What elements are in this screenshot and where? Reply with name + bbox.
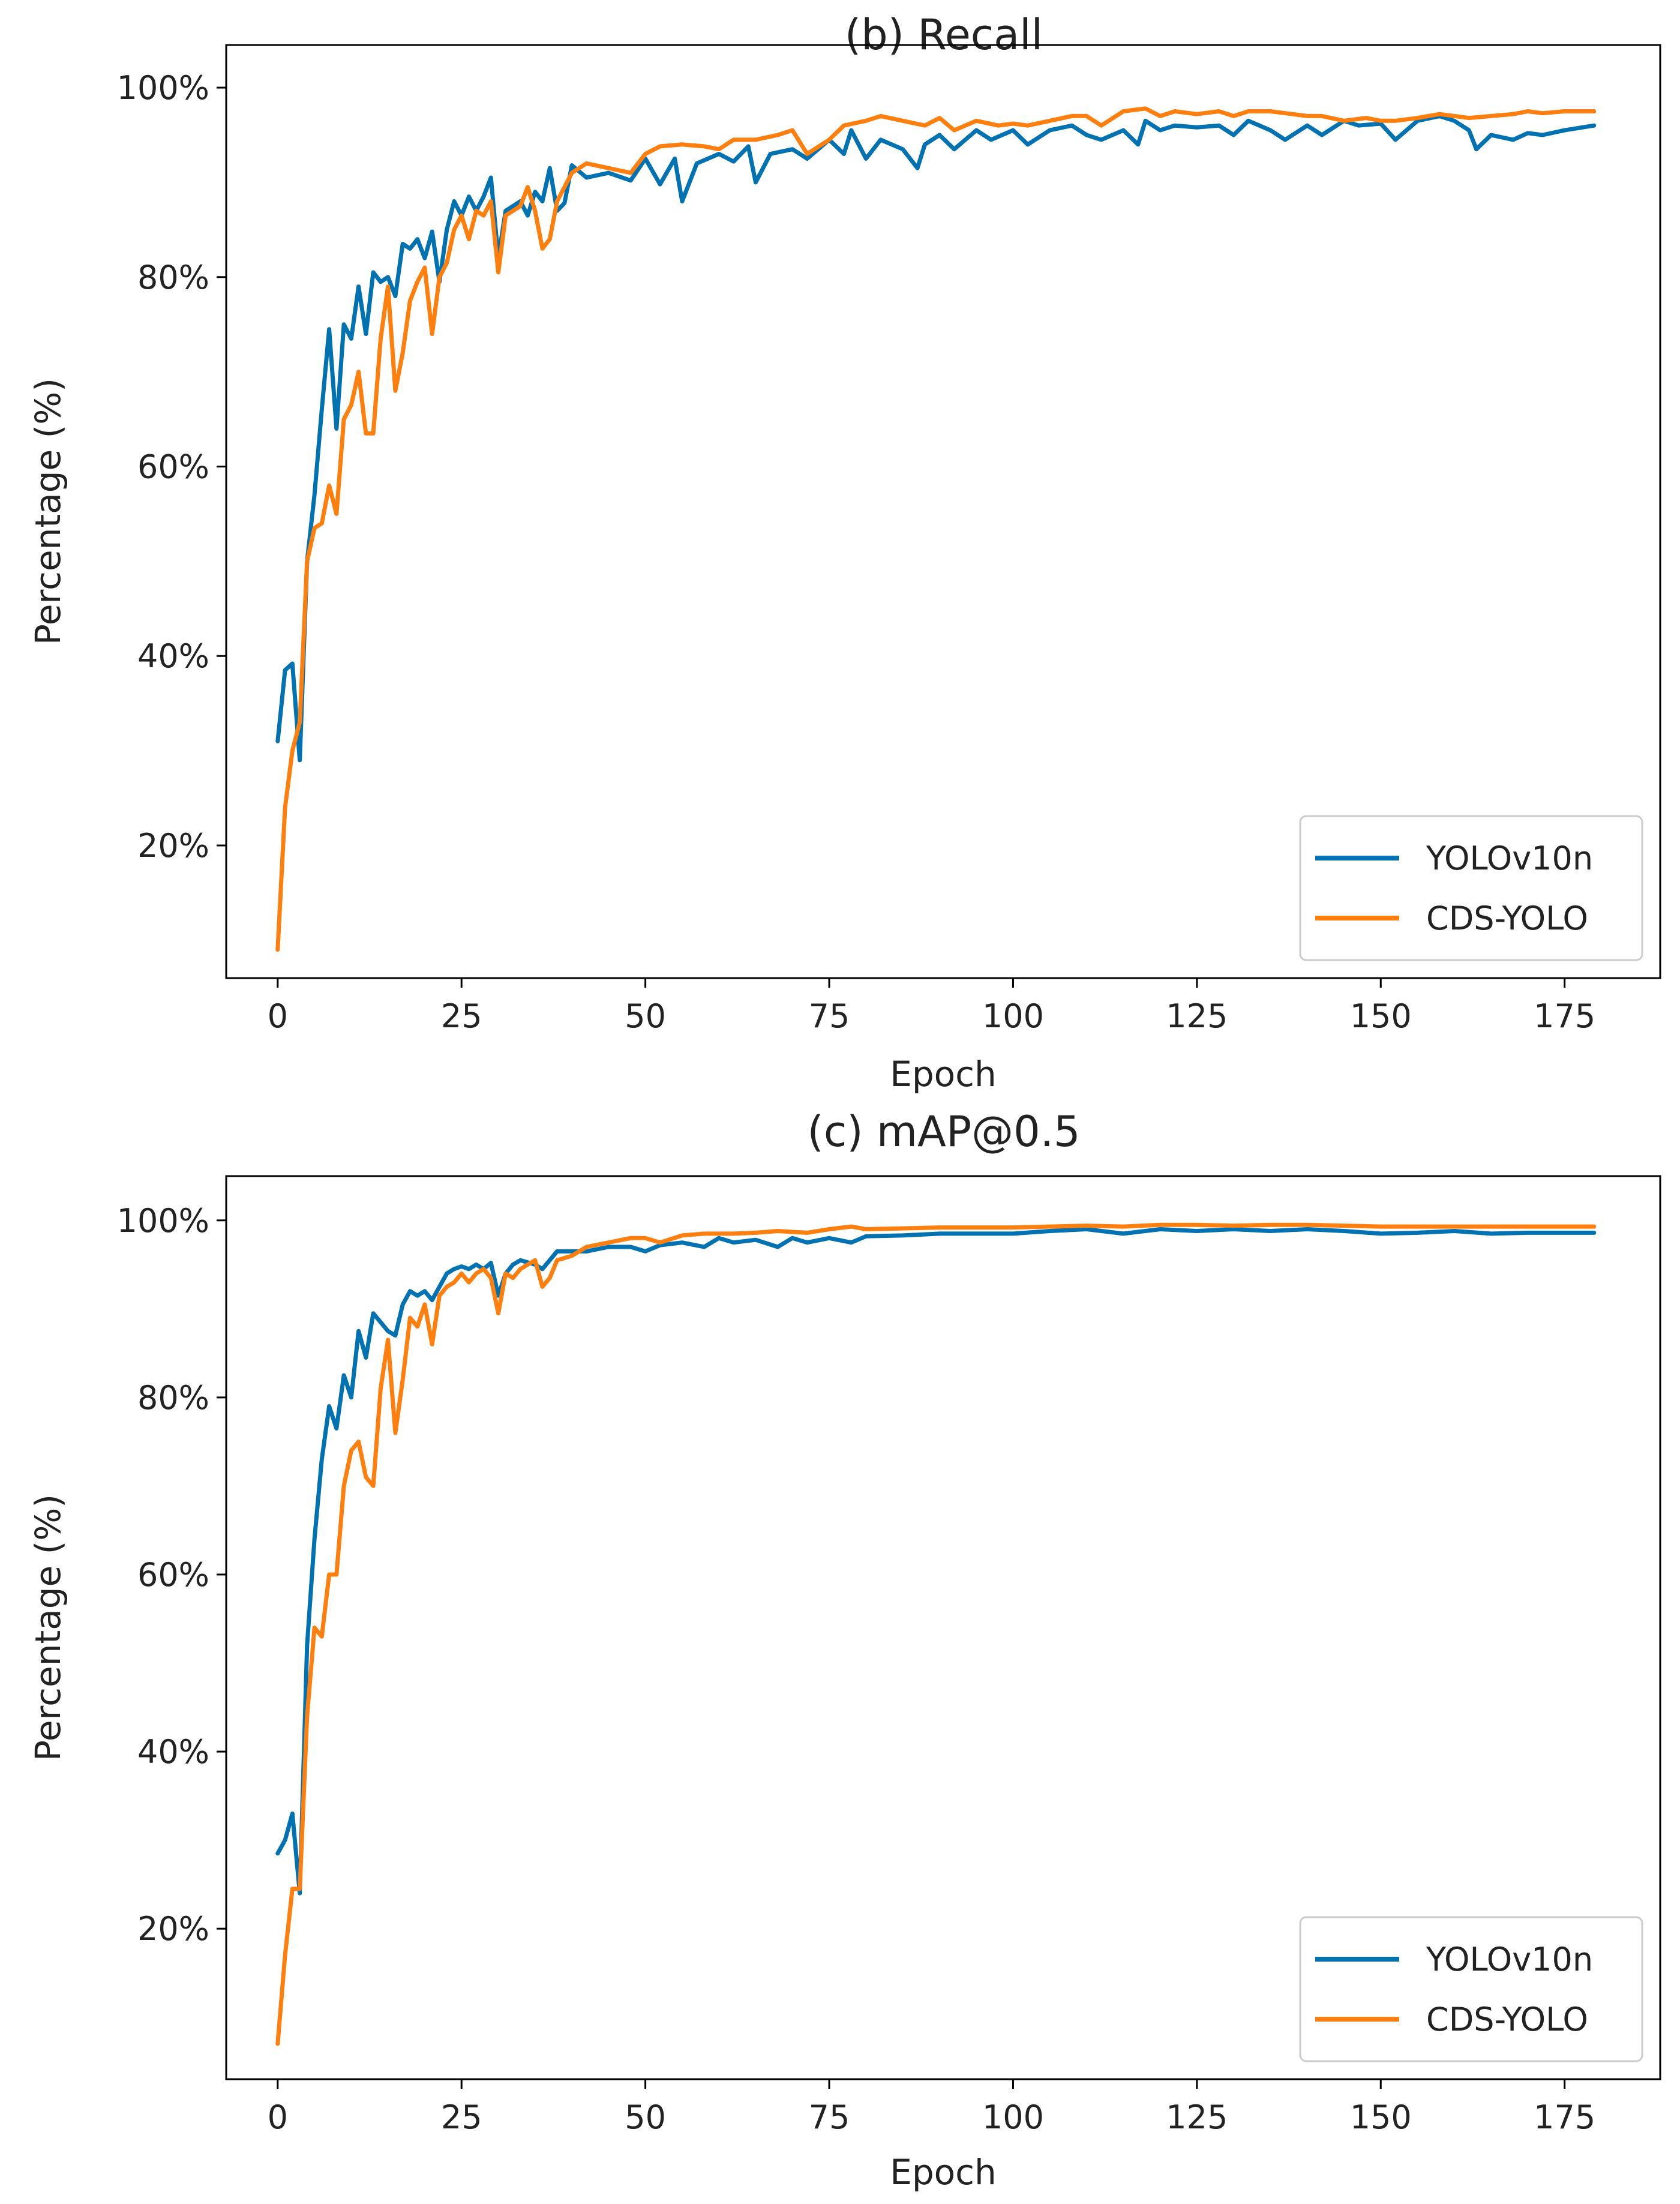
map-legend-label-yolov10n: YOLOv10n [1426,1941,1593,1978]
map-legend-label-cds-yolo: CDS-YOLO [1426,2001,1588,2038]
recall-y-tick-label: 100% [117,69,209,107]
map-x-tick-label: 125 [1166,2098,1228,2136]
recall-y-tick-label: 40% [137,637,209,675]
map-y-tick-label: 40% [137,1733,209,1771]
recall-y-tick-label: 20% [137,827,209,865]
map-x-axis-label: Epoch [890,2152,997,2193]
map-y-tick-label: 100% [117,1202,209,1240]
recall-chart: (b) Recall 20% 40% 60% 80% 100% 0 25 50 75 100 12… [28,10,1661,1094]
map-legend: YOLOv10n CDS-YOLO [1299,1916,1643,2062]
map-y-tick-label: 80% [137,1379,209,1417]
recall-series-yolov10n [275,113,1597,763]
map-y-tick-label: 20% [137,1910,209,1948]
recall-legend-box [1299,815,1643,961]
recall-legend-label-yolov10n: YOLOv10n [1426,839,1593,877]
recall-x-tick-label: 100 [982,997,1044,1035]
recall-y-axis-label: Percentage (%) [28,378,68,645]
recall-y-tick-label: 60% [137,448,209,486]
map-y-tick-label: 60% [137,1556,209,1594]
map-chart: (c) mAP@0.5 20% 40% 60% 80% 100% 0 25 50 75 100 1… [28,1107,1661,2193]
recall-x-tick-label: 75 [809,997,850,1035]
recall-x-tick-label: 0 [268,997,288,1035]
recall-x-tick-label: 25 [441,997,482,1035]
recall-x-axis-label: Epoch [890,1054,997,1094]
recall-legend: YOLOv10n CDS-YOLO [1299,815,1643,961]
map-x-tick-label: 100 [982,2098,1044,2136]
recall-y-tick-label: 80% [137,259,209,296]
map-x-tick-label: 175 [1534,2098,1595,2136]
map-x-tick-label: 75 [809,2098,850,2136]
recall-x-tick-label: 150 [1350,997,1412,1035]
map-series-yolov10n [275,1227,1597,1896]
map-x-tick-label: 0 [268,2098,288,2136]
map-legend-box [1299,1916,1643,2062]
recall-legend-label-cds-yolo: CDS-YOLO [1426,899,1588,937]
map-y-axis-label: Percentage (%) [28,1494,68,1761]
map-series-cds-yolo [275,1222,1597,2046]
recall-x-tick-label: 175 [1534,997,1595,1035]
map-x-tick-label: 25 [441,2098,482,2136]
recall-plot-frame [225,44,1661,979]
map-x-tick-label: 50 [625,2098,666,2136]
map-chart-title: (c) mAP@0.5 [808,1107,1081,1156]
recall-x-tick-label: 125 [1166,997,1228,1035]
recall-x-tick-label: 50 [625,997,666,1035]
map-plot-frame [225,1175,1661,2080]
recall-chart-title: (b) Recall [845,10,1043,59]
recall-series-cds-yolo [275,106,1597,952]
map-x-tick-label: 150 [1350,2098,1412,2136]
